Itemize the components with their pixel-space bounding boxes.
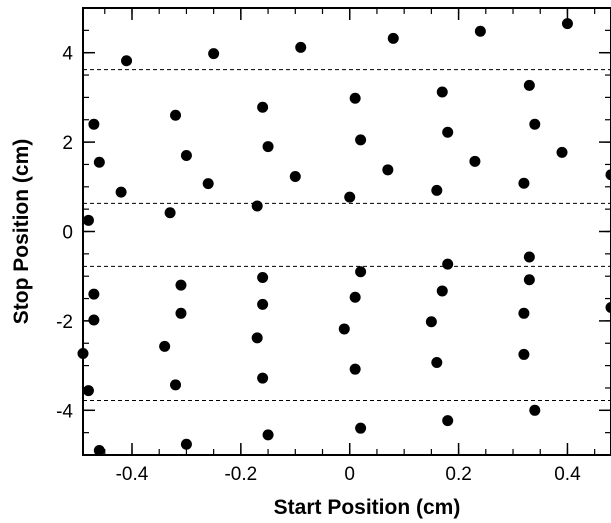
x-tick-label: -0.4 [116, 464, 149, 485]
data-point [175, 307, 187, 319]
data-point [175, 279, 187, 291]
data-point [518, 307, 530, 319]
y-axis-title: Stop Position (cm) [10, 139, 33, 325]
data-point [251, 200, 263, 212]
data-point [82, 385, 94, 397]
data-point [469, 155, 481, 167]
data-point [523, 79, 535, 91]
y-tick-labels: -4 -2 0 2 4 [56, 44, 73, 423]
data-point [442, 126, 454, 138]
data-point [344, 191, 356, 203]
data-point [523, 251, 535, 263]
data-point [529, 404, 541, 416]
data-point [251, 332, 263, 344]
data-point [523, 274, 535, 286]
y-tick-label: 0 [62, 223, 73, 244]
data-point [355, 266, 367, 278]
data-point [262, 429, 274, 441]
data-point [170, 379, 182, 391]
data-point [93, 445, 105, 457]
x-axis-title: Start Position (cm) [274, 496, 461, 519]
plot-frame [82, 7, 611, 456]
minor-ticks [83, 7, 611, 456]
data-point [93, 156, 105, 168]
data-point [202, 178, 214, 190]
data-point [338, 323, 350, 335]
data-point [257, 101, 269, 113]
data-point [382, 164, 394, 176]
x-tick-labels: -0.4 -0.2 0 0.2 0.4 [116, 464, 581, 485]
data-point [82, 214, 94, 226]
data-point [180, 150, 192, 162]
data-point [295, 41, 307, 53]
data-point [355, 134, 367, 146]
data-point [349, 92, 361, 104]
data-point [529, 118, 541, 130]
data-point [170, 109, 182, 121]
data-point [88, 118, 100, 130]
x-tick-label: 0.2 [445, 464, 471, 485]
data-point [257, 372, 269, 384]
major-ticks [83, 8, 611, 455]
data-point [387, 32, 399, 44]
data-point [518, 177, 530, 189]
data-point [349, 291, 361, 303]
x-tick-label: 0.4 [554, 464, 581, 485]
y-tick-label: -2 [56, 312, 73, 333]
data-point [605, 169, 611, 181]
y-tick-label: 4 [62, 44, 73, 65]
y-tick-label: -4 [56, 401, 73, 422]
data-point [436, 86, 448, 98]
data-point [561, 18, 573, 30]
data-point [257, 298, 269, 310]
data-point [257, 272, 269, 284]
data-point [121, 55, 133, 67]
data-point [164, 207, 176, 219]
data-point [431, 356, 443, 368]
data-point [159, 340, 171, 352]
data-point [88, 288, 100, 300]
data-point [180, 438, 192, 450]
data-points [77, 18, 611, 457]
data-point [289, 171, 301, 183]
data-point [431, 184, 443, 196]
x-tick-label: 0 [344, 464, 355, 485]
data-point [605, 301, 611, 313]
data-point [355, 422, 367, 434]
reference-lines [83, 69, 611, 401]
data-point [208, 48, 220, 60]
data-point [474, 25, 486, 37]
data-point [262, 141, 274, 153]
data-point [518, 348, 530, 360]
data-point [349, 363, 361, 375]
data-point [442, 258, 454, 270]
data-point [442, 415, 454, 427]
data-point [115, 186, 127, 198]
y-tick-label: 2 [62, 133, 73, 154]
data-point [436, 285, 448, 297]
data-point [425, 316, 437, 328]
data-point [88, 314, 100, 326]
x-tick-label: -0.2 [224, 464, 257, 485]
data-point [556, 146, 568, 158]
